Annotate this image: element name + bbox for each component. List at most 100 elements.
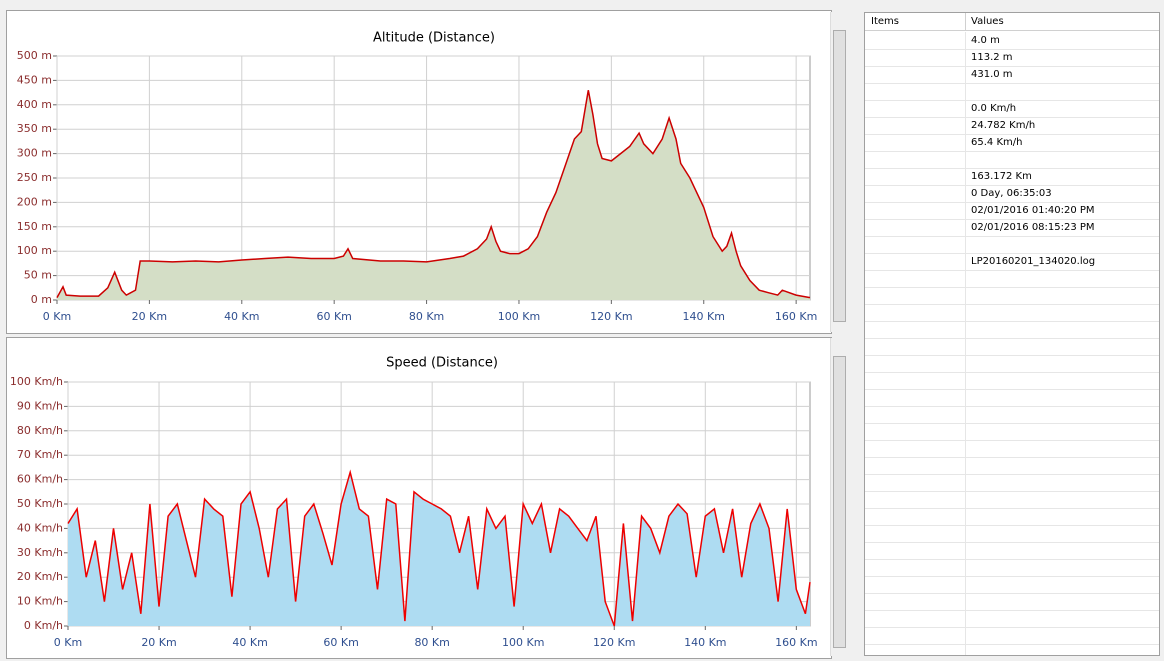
item-cell (865, 355, 966, 372)
item-cell (865, 457, 966, 474)
scrollbar[interactable] (830, 12, 847, 332)
table-row (865, 83, 1159, 101)
x-tick-label: 80 Km (414, 636, 449, 649)
table-row: 0.0 Km/h (865, 100, 1159, 118)
item-cell (865, 321, 966, 338)
y-tick-label: 100 Km/h (10, 375, 63, 388)
item-cell (865, 610, 966, 627)
y-tick-label: 20 Km/h (17, 570, 63, 583)
info-table: Items Values 4.0 m 113.2 m 431.0 m 0.0 Km/h… (864, 12, 1160, 656)
item-cell (865, 100, 966, 117)
y-tick-label: 90 Km/h (17, 399, 63, 412)
y-tick-label: 350 m (17, 122, 52, 135)
x-tick-label: 120 Km (590, 310, 632, 323)
x-tick-label: 0 Km (43, 310, 71, 323)
table-row (865, 355, 1159, 373)
item-cell (865, 644, 966, 655)
area-fill (68, 472, 810, 626)
value-cell: 0.0 Km/h (971, 103, 1017, 114)
item-cell (865, 542, 966, 559)
x-tick-label: 160 Km (775, 310, 817, 323)
y-tick-label: 200 m (17, 195, 52, 208)
chart-title: Altitude (Distance) (373, 31, 495, 46)
y-tick-label: 450 m (17, 73, 52, 86)
item-cell (865, 304, 966, 321)
header-cell: Values (971, 16, 1004, 27)
x-tick-label: 20 Km (132, 310, 167, 323)
item-cell (865, 202, 966, 219)
item-cell (865, 185, 966, 202)
header-cell: Items (871, 16, 899, 27)
scroll-thumb[interactable] (833, 356, 846, 648)
table-row (865, 644, 1159, 655)
table-row: 163.172 Km (865, 168, 1159, 186)
item-cell (865, 508, 966, 525)
y-tick-label: 400 m (17, 98, 52, 111)
data-line (67, 469, 811, 627)
x-tick-label: 40 Km (232, 636, 267, 649)
data-line (56, 90, 811, 299)
table-row (865, 151, 1159, 169)
table-row (865, 372, 1159, 390)
y-tick-label: 80 Km/h (17, 424, 63, 437)
table-row (865, 491, 1159, 509)
table-row (865, 559, 1159, 577)
y-tick-label: 0 Km/h (24, 619, 63, 632)
scrollbar[interactable] (830, 338, 847, 656)
value-cell: 113.2 m (971, 52, 1013, 63)
x-tick-label: 100 Km (502, 636, 544, 649)
table-row (865, 287, 1159, 305)
x-tick-label: 60 Km (323, 636, 358, 649)
y-tick-label: 300 m (17, 147, 52, 160)
table-row (865, 576, 1159, 594)
table-row: 4.0 m (865, 32, 1159, 50)
item-cell (865, 117, 966, 134)
item-cell (865, 389, 966, 406)
value-cell: 163.172 Km (971, 171, 1032, 182)
y-tick-label: 10 Km/h (17, 595, 63, 608)
item-cell (865, 627, 966, 644)
item-cell (865, 151, 966, 168)
y-tick-label: 0 m (31, 293, 52, 306)
table-row (865, 304, 1159, 322)
item-cell (865, 338, 966, 355)
table-row (865, 474, 1159, 492)
x-tick-label: 100 Km (498, 310, 540, 323)
x-tick-label: 120 Km (593, 636, 635, 649)
table-row: 24.782 Km/h (865, 117, 1159, 135)
item-cell (865, 423, 966, 440)
table-row (865, 338, 1159, 356)
table-row: 113.2 m (865, 49, 1159, 67)
table-row (865, 627, 1159, 645)
value-cell: 431.0 m (971, 69, 1013, 80)
y-tick-label: 70 Km/h (17, 448, 63, 461)
item-cell (865, 134, 966, 151)
item-cell (865, 406, 966, 423)
table-row (865, 423, 1159, 441)
item-cell (865, 576, 966, 593)
table-row (865, 270, 1159, 288)
x-tick-label: 140 Km (684, 636, 726, 649)
item-cell (865, 270, 966, 287)
x-tick-label: 0 Km (54, 636, 82, 649)
value-cell: 24.782 Km/h (971, 120, 1036, 131)
table-row (865, 610, 1159, 628)
item-cell (865, 559, 966, 576)
value-cell: 0 Day, 06:35:03 (971, 188, 1052, 199)
y-tick-label: 30 Km/h (17, 546, 63, 559)
table-row (865, 389, 1159, 407)
item-cell (865, 372, 966, 389)
value-cell: 02/01/2016 08:15:23 PM (971, 222, 1095, 233)
x-tick-label: 160 Km (775, 636, 817, 649)
item-cell (865, 32, 966, 49)
table-row (865, 236, 1159, 254)
table-row: 0 Day, 06:35:03 (865, 185, 1159, 203)
table-row (865, 525, 1159, 543)
x-tick-label: 20 Km (141, 636, 176, 649)
x-tick-label: 40 Km (224, 310, 259, 323)
scroll-thumb[interactable] (833, 30, 846, 322)
table-row (865, 321, 1159, 339)
table-row: LP20160201_134020.log (865, 253, 1159, 271)
item-cell (865, 491, 966, 508)
table-row (865, 508, 1159, 526)
